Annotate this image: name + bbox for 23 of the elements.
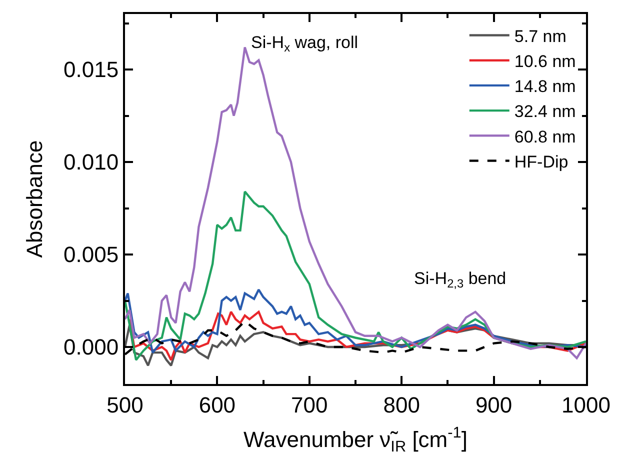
- x-tick-label: 500: [106, 392, 144, 418]
- line-series: [125, 190, 586, 362]
- y-tick-label: 0.010: [64, 150, 119, 175]
- x-tick-label: 900: [475, 392, 512, 418]
- line-series: [128, 310, 586, 362]
- x-tick-label: 1000: [562, 392, 610, 418]
- legend-label: HF-Dip: [514, 152, 568, 172]
- legend-label: 14.8 nm: [514, 77, 576, 96]
- legend-label: 10.6 nm: [514, 52, 576, 71]
- y-axis-title: Absorbance: [22, 140, 47, 258]
- x-tick-label: 800: [383, 392, 420, 418]
- legend-label: 32.4 nm: [514, 102, 576, 122]
- y-tick-label: 0.000: [64, 334, 119, 360]
- legend-label: 5.7 nm: [514, 26, 566, 46]
- x-tick-label: 600: [198, 392, 236, 418]
- x-axis-title: Wavenumber ν̃$_{IR}$ [cm$^{-1}$]: [244, 424, 468, 456]
- annotation: Si-H$_{2,3}$ bend: [414, 269, 506, 291]
- annotation: Si-H$_{x}$ wag, roll: [251, 33, 358, 55]
- y-tick-label: 0.015: [64, 57, 119, 82]
- line-series: [125, 288, 586, 354]
- y-tick-label: 0.005: [64, 242, 119, 268]
- legend-label: 60.8 nm: [514, 127, 576, 146]
- x-tick-label: 700: [291, 392, 328, 418]
